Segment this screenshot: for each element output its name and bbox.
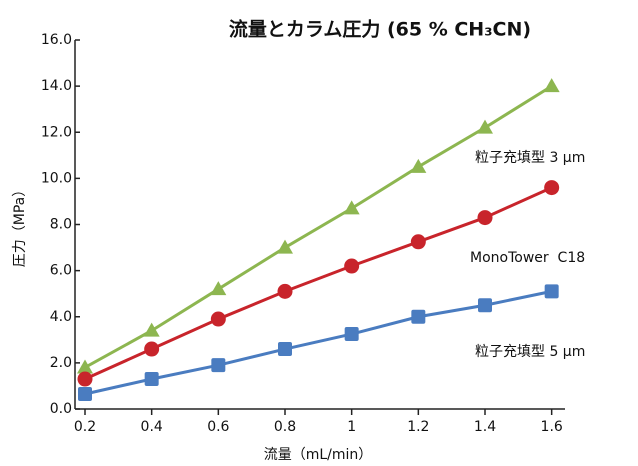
x-tick-label: 0.2 [74,419,96,435]
y-tick-label: 12.0 [41,124,72,140]
x-tick-label: 1.4 [474,419,496,435]
marker [411,309,426,324]
marker [77,371,93,387]
y-tick-label: 6.0 [50,263,72,279]
y-axis-label: 圧力（MPa） [12,183,28,267]
x-tick-label: 0.4 [141,419,163,435]
x-tick-label: 1.2 [407,419,429,435]
marker [277,239,293,254]
marker [477,210,493,226]
marker [410,158,427,173]
marker [144,341,160,357]
marker [210,311,226,327]
y-tick-label: 0.0 [50,401,72,417]
x-tick-label: 0.8 [274,419,296,435]
marker [144,372,159,387]
marker [544,180,560,196]
marker [410,234,426,250]
chart-title: 流量とカラム圧力 (65 % CH₃CN) [229,18,531,41]
y-tick-label: 10.0 [41,170,72,186]
x-tick-label: 0.6 [207,419,229,435]
series-label: 粒子充填型 5 µm [475,344,585,360]
y-tick-label: 2.0 [50,355,72,371]
marker [477,119,493,134]
y-tick-label: 14.0 [41,78,72,94]
series-label: MonoTower C18 [470,250,585,266]
x-axis-label: 流量（mL/min） [264,447,373,463]
marker [344,327,359,342]
y-tick-label: 4.0 [50,309,72,325]
y-tick-label: 8.0 [50,217,72,233]
marker [211,358,226,373]
marker [277,283,293,299]
marker [344,258,360,274]
x-tick-label: 1.6 [541,419,563,435]
marker [210,281,227,296]
marker [78,387,92,402]
marker [278,342,292,357]
x-tick-label: 1 [347,419,356,435]
marker [543,78,560,93]
marker [544,284,559,299]
marker [143,322,160,337]
series-label: 粒子充填型 3 µm [475,150,585,166]
series-line [84,186,553,381]
series-line [84,289,552,396]
series-line [84,84,553,369]
marker [478,298,492,313]
marker [77,359,93,374]
marker [343,200,360,215]
y-tick-label: 16.0 [41,32,72,48]
